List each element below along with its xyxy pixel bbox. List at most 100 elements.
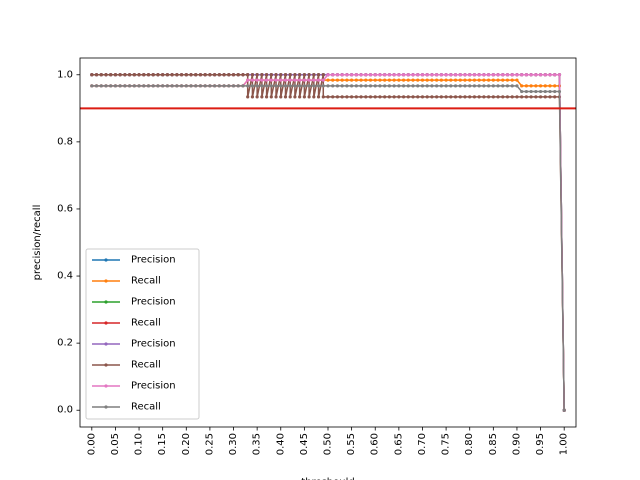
x-tick-label: 0.95 (535, 433, 546, 455)
data-point (416, 73, 420, 77)
data-point (283, 95, 288, 99)
data-point (255, 95, 259, 99)
data-point (269, 95, 273, 99)
data-point (378, 78, 382, 82)
data-point (316, 95, 321, 99)
data-point (487, 73, 491, 77)
x-tick-label: 0.80 (464, 433, 475, 455)
data-point (340, 78, 344, 82)
data-point (151, 73, 155, 77)
data-point (335, 78, 340, 82)
x-axis-label: threshould (301, 477, 354, 480)
data-point (444, 78, 448, 82)
data-point (543, 95, 547, 99)
data-point (331, 78, 335, 82)
data-point (463, 95, 467, 99)
data-point (269, 84, 273, 88)
data-point (529, 95, 533, 99)
data-point (538, 73, 543, 77)
data-point (217, 73, 221, 77)
legend-label: Recall (131, 402, 161, 413)
data-point (501, 73, 505, 77)
data-point (142, 73, 146, 77)
data-point (340, 73, 344, 77)
data-point (472, 78, 477, 82)
data-point (515, 73, 519, 77)
data-point (354, 84, 358, 88)
data-point (246, 84, 250, 88)
data-point (468, 95, 472, 99)
x-tick-label: 0.70 (417, 433, 428, 455)
legend-item: Recall (92, 360, 161, 371)
legend-marker (104, 258, 108, 262)
data-point (510, 73, 514, 77)
data-point (401, 78, 406, 82)
data-point (293, 78, 297, 82)
data-point (269, 78, 273, 82)
data-point (453, 73, 458, 77)
data-point (482, 84, 486, 88)
legend-marker (104, 384, 108, 388)
data-point (222, 84, 226, 88)
data-point (250, 78, 255, 82)
data-point (146, 73, 151, 77)
data-point (387, 73, 392, 77)
data-point (213, 84, 217, 88)
data-point (548, 84, 552, 88)
data-point (406, 78, 410, 82)
data-point (534, 84, 538, 88)
data-point (142, 84, 146, 88)
data-point (231, 84, 236, 88)
data-point (472, 95, 477, 99)
data-point (364, 78, 368, 82)
data-point (175, 84, 179, 88)
data-point (529, 89, 533, 94)
x-tick-label: 0.90 (511, 433, 522, 455)
data-point (250, 95, 255, 99)
data-point (350, 95, 354, 99)
legend-item: Recall (92, 276, 161, 287)
data-point (487, 95, 491, 99)
data-point (283, 78, 288, 82)
legend-item: Precision (92, 255, 176, 266)
data-point (331, 73, 335, 77)
data-point (288, 84, 292, 88)
data-point (156, 73, 160, 77)
data-point (213, 73, 217, 77)
data-point (189, 73, 193, 77)
data-point (472, 73, 477, 77)
data-point (510, 84, 514, 88)
x-tick-label: 0.35 (252, 433, 263, 455)
data-point (505, 73, 510, 77)
data-point (397, 84, 401, 88)
data-point (368, 84, 373, 88)
data-point (165, 84, 169, 88)
data-point (274, 84, 278, 88)
data-point (534, 95, 538, 99)
x-tick-label: 0.45 (299, 433, 310, 455)
data-point (449, 95, 453, 99)
data-point (307, 73, 311, 77)
data-point (468, 73, 472, 77)
series-layer (90, 73, 566, 412)
data-point (293, 95, 297, 99)
data-point (118, 84, 122, 88)
data-point (387, 84, 392, 88)
data-point (505, 95, 510, 99)
legend-marker (104, 279, 108, 283)
data-point (99, 73, 103, 77)
data-point (170, 84, 174, 88)
x-tick-label: 0.00 (86, 433, 97, 455)
data-point (553, 89, 557, 94)
data-point (227, 84, 231, 88)
x-tick-label: 0.60 (370, 433, 381, 455)
data-point (227, 73, 231, 77)
data-point (90, 73, 94, 77)
data-point (392, 78, 396, 82)
data-point (279, 95, 283, 99)
data-point (161, 84, 165, 88)
y-axis-label: precision/recall (32, 205, 43, 281)
data-point (321, 73, 325, 77)
data-point (430, 95, 434, 99)
